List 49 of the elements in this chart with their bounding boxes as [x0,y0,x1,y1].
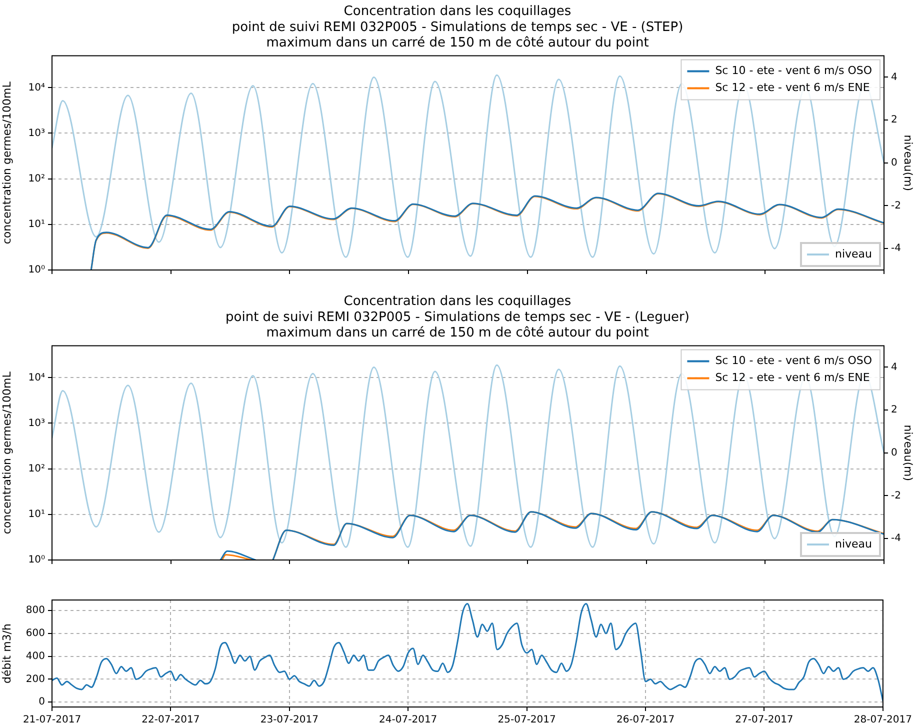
legend-label: niveau [834,537,872,550]
y-tick-label: 800 [26,605,45,616]
y-tick-label: 10² [28,463,45,474]
y2-tick-label: 2 [891,404,898,416]
y-tick-label: 10³ [28,128,45,139]
x-tick-label: 24-07-2017 [379,714,438,724]
y-tick-label: 10¹ [28,509,45,520]
y-tick-label: 10⁴ [28,82,45,94]
x-tick-label: 23-07-2017 [260,714,318,724]
line-series [52,364,884,548]
legend-label: Sc 10 - ete - vent 6 m/s OSO [715,354,872,368]
y2-tick-label: 0 [891,447,898,458]
y-tick-label: 10⁴ [28,372,45,384]
y2-tick-label: -4 [891,243,901,254]
line-series [52,603,883,702]
y2-axis-title: niveau(m) [902,424,915,482]
legend-label: Sc 12 - ete - vent 6 m/s ENE [715,371,870,384]
y2-tick-label: 4 [891,362,898,373]
y-tick-label: 600 [26,628,45,640]
y2-axis-title: niveau(m) [902,134,915,192]
y-tick-label: 0 [38,696,45,708]
x-tick-label: 28-07-2017 [854,714,912,724]
legend-label: Sc 10 - ete - vent 6 m/s OSO [715,64,872,78]
y2-tick-label: -4 [891,533,901,544]
y-tick-label: 10² [28,173,45,184]
y2-tick-label: -2 [891,200,901,212]
chart-title: Concentration dans les coquillages point de suivi REMI 032P005 - Simulations de temps sec - VE - (STEP) maximum dans un carré de 150 m de côté autour du point [232,4,684,50]
y-tick-label: 400 [26,650,45,662]
chart-title: Concentration dans les coquillages point de suivi REMI 032P005 - Simulations de temps sec - VE - (Leguer) maximum dans un carré de 150 m de côté autour du point [226,294,690,340]
legend-label: niveau [834,247,872,260]
y-tick-label: 10³ [28,418,45,429]
y-axis-title: concentration germes/100mL [0,80,14,244]
y2-tick-label: 2 [891,114,898,126]
y-tick-label: 10⁰ [28,264,45,276]
x-tick-label: 22-07-2017 [142,714,200,724]
legend-label: Sc 12 - ete - vent 6 m/s ENE [715,81,870,94]
x-tick-label: 27-07-2017 [735,714,794,724]
y2-tick-label: 4 [891,72,898,83]
x-tick-label: 26-07-2017 [616,714,675,724]
y-tick-label: 10⁰ [28,554,45,566]
y-axis-title: débit m3/h [0,623,14,684]
y2-tick-label: -2 [891,490,901,502]
x-tick-label: 21-07-2017 [22,714,82,724]
y-tick-label: 200 [26,674,45,685]
y-tick-label: 10¹ [28,219,45,230]
y-axis-title: concentration germes/100mL [0,370,14,534]
x-tick-label: 25-07-2017 [498,714,556,724]
line-series [52,74,884,258]
y2-tick-label: 0 [891,157,898,168]
